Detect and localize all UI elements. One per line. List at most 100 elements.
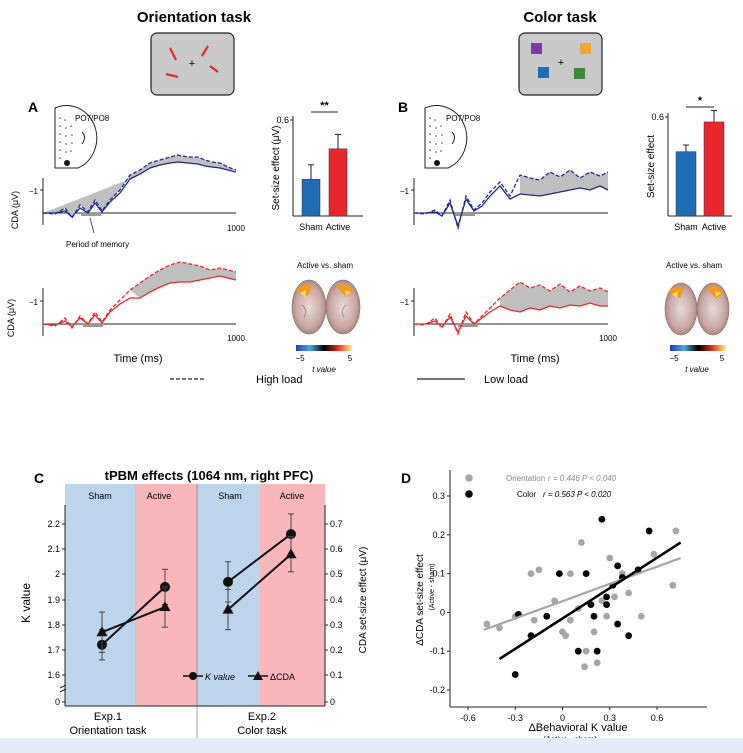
colorbar-b xyxy=(670,345,726,351)
bar xyxy=(328,148,348,217)
cda-trace-b-active xyxy=(413,281,609,336)
color-point xyxy=(511,671,519,678)
cda-tick-a1: −1 xyxy=(29,187,39,196)
active-vs-sham-a: Active vs. sham xyxy=(297,261,353,270)
orientation-point xyxy=(611,593,618,601)
legend-orientation-stat: r = 0.446 P < 0.040 xyxy=(548,474,617,483)
color-point xyxy=(603,601,610,609)
right-tick-label: 0.1 xyxy=(330,670,343,680)
color-title: Color task xyxy=(523,9,597,26)
condition-label: Sham xyxy=(218,491,242,501)
head-schematic-b xyxy=(424,105,468,169)
bottom-strip xyxy=(0,738,743,753)
right-tick-label: 0.3 xyxy=(330,620,343,630)
cda-trace-b-sham xyxy=(413,169,609,231)
legend-color-stat: r = 0.563 P < 0.020 xyxy=(543,490,612,499)
right-tick-label: 0.6 xyxy=(330,544,343,554)
delta-cda-point xyxy=(285,548,297,559)
d-y-tick-label: 0 xyxy=(440,607,445,617)
condition-band xyxy=(65,484,135,706)
cda-tick-1000-a1: 1000 xyxy=(227,224,245,233)
colorbar-max-a: 5 xyxy=(348,354,353,363)
left-tick-label: 0 xyxy=(55,697,60,707)
orientation-point xyxy=(672,527,680,535)
orientation-title: Orientation task xyxy=(137,9,252,26)
d-y-tick-label: 0.2 xyxy=(432,530,445,540)
orientation-point xyxy=(496,624,503,632)
cda-trace-a-sham xyxy=(42,154,237,220)
scatter-chart-d: -0.6 -0.3 0 0.3 0.6 0.3 0.2 0.1 0 -0.1 -0.2 ΔBehavi… xyxy=(415,470,707,744)
d-x-tick-label: 0 xyxy=(560,713,565,723)
color-point xyxy=(590,612,598,620)
condition-label: Sham xyxy=(88,491,112,501)
orientation-point xyxy=(606,554,614,562)
d-y-tick-label: -0.2 xyxy=(429,685,445,695)
d-x-tick-label: -0.3 xyxy=(507,713,523,723)
svg-text:+: + xyxy=(189,58,195,70)
experiment-label: Exp.1 xyxy=(94,711,122,723)
orientation-point xyxy=(625,589,633,597)
memory-period-note: Period of memory xyxy=(66,240,129,249)
color-point xyxy=(582,570,590,577)
colorbar-label-b: t value xyxy=(685,365,709,374)
k-value-line xyxy=(101,586,166,646)
d-y-tick-label: 0.1 xyxy=(432,569,445,579)
bar-ylabel: Set-size effect xyxy=(646,135,657,198)
cda-tick-b2: −1 xyxy=(400,298,410,307)
right-tick-label: 0 xyxy=(330,697,335,707)
k-value-point xyxy=(223,576,233,587)
panel-a-letter: A xyxy=(28,99,38,115)
color-point xyxy=(555,570,563,577)
color-point xyxy=(543,612,551,620)
cda-axes-a1 xyxy=(40,178,236,225)
legend-k-marker xyxy=(189,672,197,680)
right-tick-label: 0.5 xyxy=(330,569,343,579)
colorbar-label-a: t value xyxy=(312,365,336,374)
bar-category-label: Active xyxy=(326,222,351,232)
orientation-fit-line xyxy=(483,557,682,631)
left-tick-label: 1.7 xyxy=(47,645,60,655)
cda-trace-a-active xyxy=(42,261,237,330)
delta-cda-point xyxy=(96,626,108,637)
orientation-point xyxy=(650,550,658,558)
right-tick-label: 0.4 xyxy=(330,595,343,605)
condition-label: Active xyxy=(147,491,172,501)
cda-tick-1000-b2: 1000 xyxy=(599,334,617,343)
orientation-point xyxy=(598,597,606,605)
panel-d-letter: D xyxy=(401,470,411,486)
color-point xyxy=(587,601,595,609)
delta-cda-line xyxy=(227,553,292,611)
color-point xyxy=(614,562,622,570)
bar-category-label: Sham xyxy=(674,222,698,232)
tpbm-title: tPBM effects (1064 nm, right PFC) xyxy=(105,468,314,483)
cda-ylabel-a1: CDA (μV) xyxy=(10,191,20,229)
d-x-tick-label: 0.3 xyxy=(603,713,616,723)
color-point xyxy=(614,620,622,628)
orientation-point xyxy=(593,659,601,667)
electrode-label-a: PO7/PO8 xyxy=(75,114,110,123)
orientation-point xyxy=(578,539,585,546)
orientation-point xyxy=(527,570,535,577)
orientation-point xyxy=(566,570,574,577)
color-point xyxy=(645,527,653,535)
orientation-point xyxy=(590,628,598,636)
bar xyxy=(301,178,321,217)
significance-mark: ** xyxy=(320,100,329,112)
d-xlabel: ΔBehavioral K value xyxy=(528,722,627,734)
right-tick-label: 0.2 xyxy=(330,645,343,655)
cda-axes-b2 xyxy=(411,288,608,336)
electrode-label-b: PO7/PO8 xyxy=(446,114,481,123)
bar-chart-b: 0.6 Set-size effect Sham Active * xyxy=(646,95,732,232)
left-tick-label: 2.2 xyxy=(47,519,60,529)
orientation-stimulus: + xyxy=(150,32,235,96)
orientation-point xyxy=(637,612,645,620)
delta-cda-point xyxy=(159,601,171,612)
legend-k-label: K value xyxy=(205,672,235,682)
significance-mark: * xyxy=(698,95,703,107)
orientation-point xyxy=(562,632,570,640)
cda-tick-b1: −1 xyxy=(400,187,410,196)
delta-cda-point xyxy=(222,603,234,614)
condition-label: Active xyxy=(280,491,305,501)
orientation-point xyxy=(483,620,491,628)
brain-map-b xyxy=(664,282,730,336)
